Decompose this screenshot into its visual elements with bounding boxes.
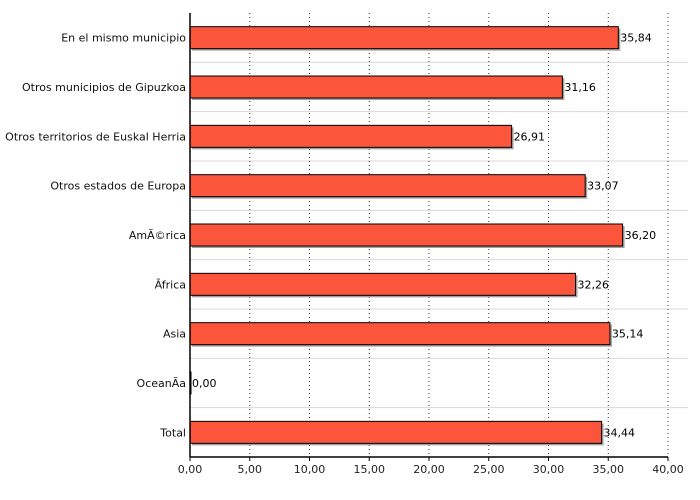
category-label: Asia <box>163 328 186 341</box>
bar <box>189 272 577 296</box>
row-bands <box>190 61 688 409</box>
value-label: 0,00 <box>192 377 217 390</box>
category-label: En el mismo municipio <box>61 32 186 45</box>
value-label: 36,20 <box>625 229 657 242</box>
bar <box>189 26 619 50</box>
category-labels: En el mismo municipio Otros municipios de… <box>5 32 186 440</box>
value-labels: 35,84 31,16 26,91 33,07 36,20 32,26 35,14 0,00 3… <box>192 32 656 440</box>
value-label: 35,14 <box>612 328 644 341</box>
bar <box>189 223 624 247</box>
category-label: Total <box>159 426 186 439</box>
x-tick-label: 35,00 <box>593 463 625 476</box>
x-tick-label: 25,00 <box>473 463 505 476</box>
category-label: Otros municipios de Gipuzkoa <box>22 81 186 94</box>
value-label: 32,26 <box>578 278 610 291</box>
bars <box>189 26 625 446</box>
value-label: 34,44 <box>604 426 636 439</box>
bar <box>189 75 563 99</box>
value-label: 35,84 <box>620 32 652 45</box>
x-tick-label: 20,00 <box>413 463 445 476</box>
value-label: 31,16 <box>564 81 596 94</box>
value-label: 33,07 <box>587 180 619 193</box>
category-label: Otros estados de Europa <box>50 180 186 193</box>
bar <box>189 322 611 346</box>
x-tick-label: 5,00 <box>238 463 263 476</box>
category-label: AmÃ©rica <box>129 229 186 242</box>
category-label: Otros territorios de Euskal Herria <box>5 130 186 143</box>
bar <box>189 420 603 444</box>
bar <box>189 174 586 198</box>
x-tick-label: 0,00 <box>178 463 203 476</box>
bar <box>189 124 513 148</box>
x-tick-label: 40,00 <box>652 463 684 476</box>
value-label: 26,91 <box>514 130 546 143</box>
x-ticks: 0,00 5,00 10,00 15,00 20,00 25,00 30,00 35,00 40… <box>178 457 684 476</box>
x-tick-label: 15,00 <box>354 463 386 476</box>
category-label: OceanÃ­a <box>137 377 186 390</box>
category-label: Ãfrica <box>155 278 186 291</box>
x-tick-label: 10,00 <box>294 463 326 476</box>
x-tick-label: 30,00 <box>533 463 565 476</box>
